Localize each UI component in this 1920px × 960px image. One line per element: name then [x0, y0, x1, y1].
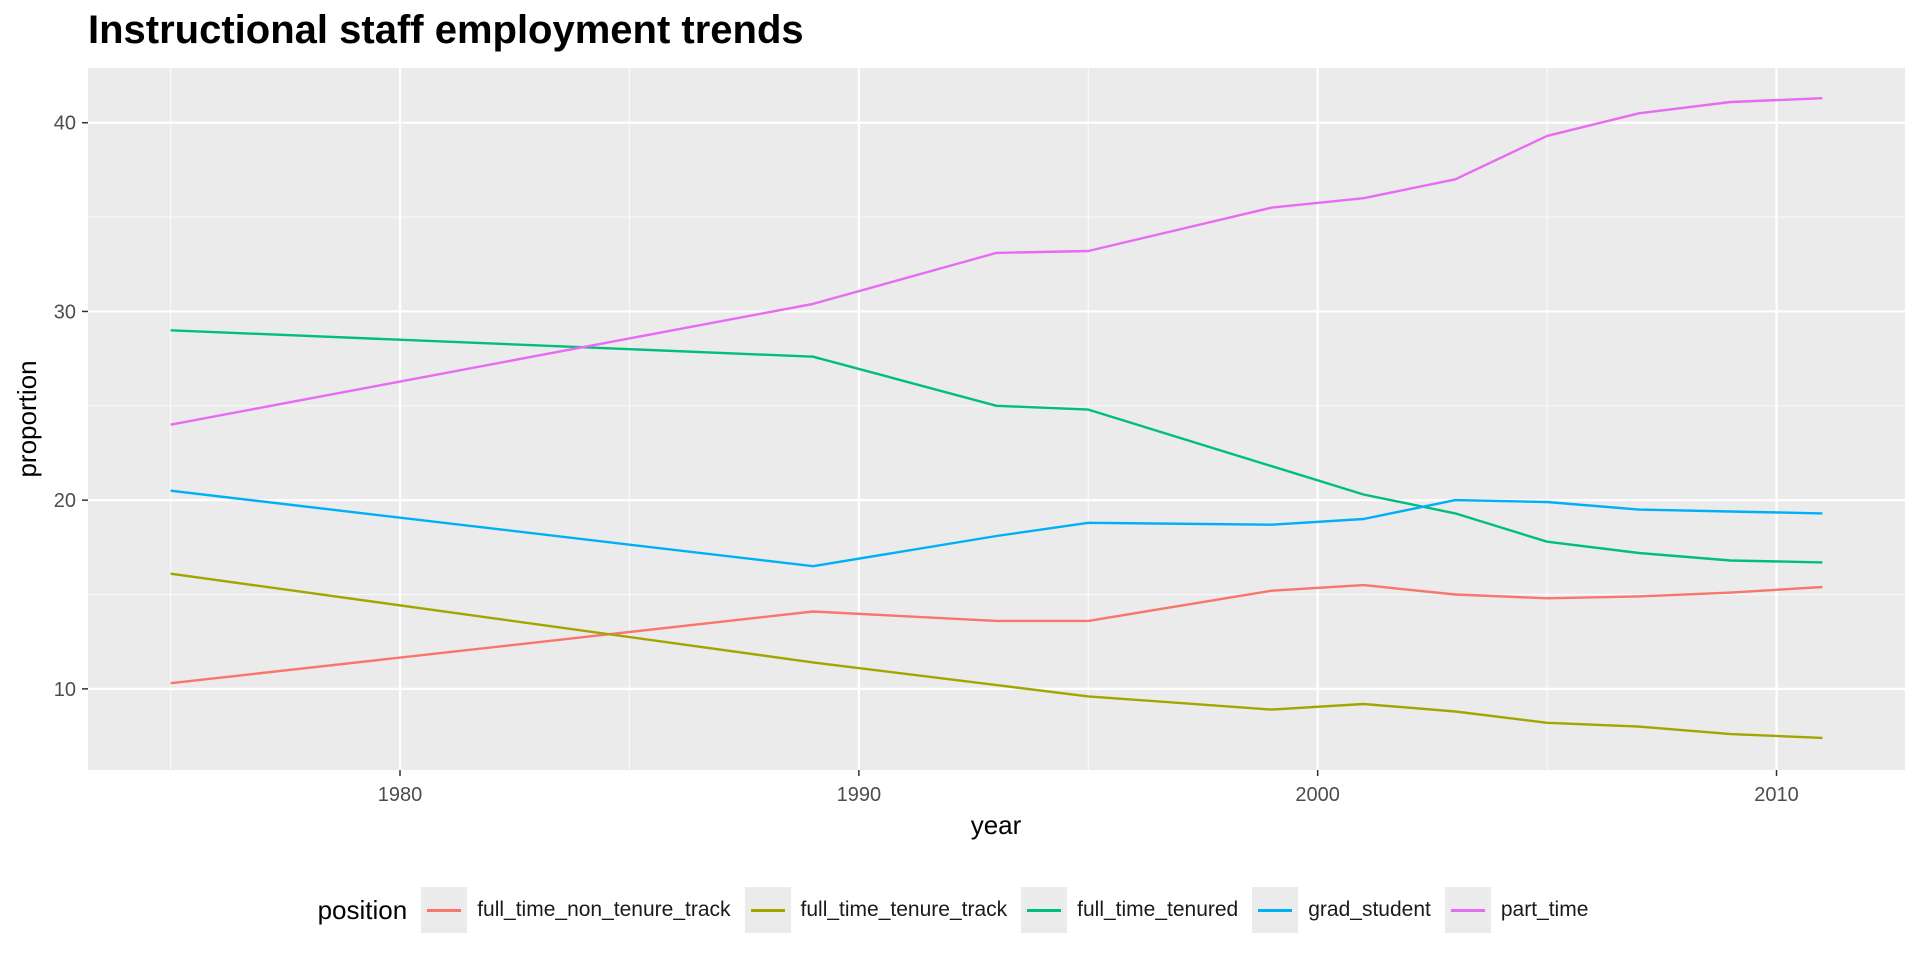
- legend-label: full_time_tenure_track: [800, 898, 1008, 921]
- y-tick-label: 20: [54, 490, 76, 512]
- legend-label: full_time_non_tenure_track: [477, 898, 731, 921]
- legend-item-part-time: part_time: [1444, 887, 1589, 933]
- legend-key: [421, 887, 468, 933]
- gridlines: [88, 68, 1905, 770]
- legend-item-full-time-non-tenure-track: full_time_non_tenure_track: [421, 887, 731, 933]
- chart-title: Instructional staff employment trends: [88, 8, 804, 52]
- x-tick-label: 1990: [837, 784, 882, 806]
- plot-panel: [88, 68, 1905, 770]
- series-line-part-time: [170, 97, 1823, 426]
- legend-swatch: [1027, 909, 1062, 912]
- legend-label: full_time_tenured: [1077, 898, 1239, 921]
- legend-key: [1444, 887, 1491, 933]
- legend-item-grad-student: grad_student: [1252, 887, 1431, 933]
- y-tick-label: 30: [54, 301, 76, 323]
- x-axis-title: year: [971, 810, 1022, 840]
- legend-label: part_time: [1500, 898, 1589, 921]
- series-line-grad-student: [170, 489, 1823, 568]
- x-tick-label: 1980: [378, 784, 423, 806]
- legend-label: grad_student: [1308, 898, 1431, 921]
- legend-swatch: [1450, 909, 1485, 912]
- legend-key: [744, 887, 791, 933]
- legend-title: position: [317, 894, 408, 925]
- legend-item-full-time-tenure-track: full_time_tenure_track: [744, 887, 1008, 933]
- x-tick-label: 2010: [1754, 784, 1799, 806]
- legend-swatch: [1258, 909, 1293, 912]
- x-tick-label: 2000: [1295, 784, 1340, 806]
- legend-swatch: [427, 909, 462, 912]
- legend-swatch: [750, 909, 785, 912]
- legend: position full_time_non_tenure_track full_…: [0, 882, 1920, 938]
- legend-key: [1252, 887, 1299, 933]
- y-axis-title: proportion: [12, 360, 42, 477]
- y-tick-label: 10: [54, 679, 76, 701]
- series-line-full-time-tenure-track: [170, 572, 1823, 740]
- series-lines: [170, 97, 1823, 740]
- series-line-full-time-non-tenure-track: [170, 583, 1823, 685]
- series-line-full-time-tenured: [170, 329, 1823, 564]
- legend-key: [1021, 887, 1068, 933]
- y-tick-label: 40: [54, 113, 76, 135]
- legend-item-full-time-tenured: full_time_tenured: [1021, 887, 1238, 933]
